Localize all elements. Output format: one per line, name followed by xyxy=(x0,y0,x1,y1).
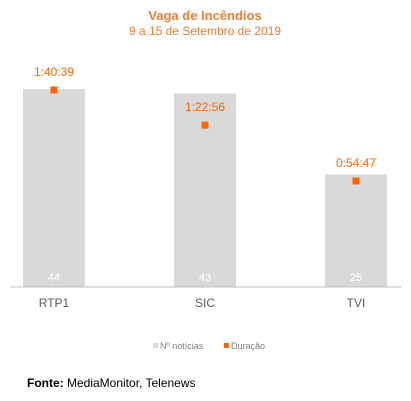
bar-value-label: 25 xyxy=(350,272,362,284)
duration-label: 0:54:47 xyxy=(336,156,376,170)
legend-swatch-noticias xyxy=(153,343,158,348)
categories-layer: RTP1 SIC TVI xyxy=(39,296,366,310)
legend: Nº notícias Duração xyxy=(153,341,265,351)
category-label-sic: SIC xyxy=(195,296,215,310)
legend-swatch-duracao xyxy=(224,343,229,348)
duration-label: 1:22:56 xyxy=(185,100,225,114)
duration-label: 1:40:39 xyxy=(34,65,74,79)
source-note: Fonte: MediaMonitor, Telenews xyxy=(27,376,196,390)
markers-layer: 1:40:39 1:22:56 0:54:47 xyxy=(34,65,376,185)
duration-marker-tvi xyxy=(352,177,360,185)
chart-subtitle: 9 a 15 de Setembro de 2019 xyxy=(129,24,281,38)
labels-layer: 44 43 25 xyxy=(48,272,362,284)
duration-marker-rtp1 xyxy=(50,86,58,94)
chart-title: Vaga de Incêndios xyxy=(148,8,261,23)
bars-layer xyxy=(23,89,387,287)
bar-rtp1 xyxy=(23,89,85,287)
source-text: MediaMonitor, Telenews xyxy=(63,376,196,390)
duration-marker-sic xyxy=(201,121,209,129)
legend-label-duracao: Duração xyxy=(231,341,265,351)
legend-label-noticias: Nº notícias xyxy=(160,341,204,351)
bar-tvi xyxy=(325,174,387,287)
category-label-tvi: TVI xyxy=(347,296,366,310)
source-label: Fonte: xyxy=(27,376,64,390)
bar-value-label: 43 xyxy=(199,272,211,284)
category-label-rtp1: RTP1 xyxy=(39,296,70,310)
bar-value-label: 44 xyxy=(48,272,60,284)
